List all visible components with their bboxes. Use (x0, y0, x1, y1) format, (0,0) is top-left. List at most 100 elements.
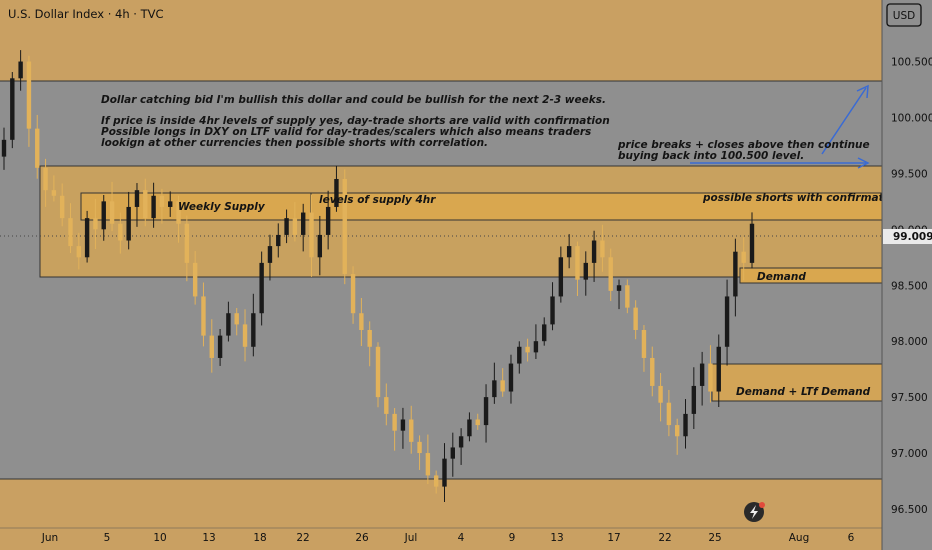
candle-11 (93, 198, 98, 249)
candle-18 (151, 182, 156, 228)
last-price-value: 99.009 (893, 231, 932, 243)
price-axis[interactable] (882, 0, 932, 550)
candle-72 (600, 224, 605, 272)
note-line-2: If price is inside 4hr levels of supply … (101, 115, 610, 127)
candle-8 (68, 203, 73, 254)
candle-4 (35, 114, 40, 179)
candle-16 (134, 183, 140, 227)
candle-65 (542, 317, 547, 346)
price-tick-5: 98.000 (891, 336, 928, 348)
candle-59 (492, 362, 497, 404)
candle-26 (217, 328, 223, 366)
candle-34 (284, 209, 289, 244)
candle-56 (467, 412, 472, 442)
candle-23 (192, 251, 198, 305)
candle-57 (475, 413, 480, 430)
currency-button[interactable]: USD (886, 3, 922, 27)
candle-55 (458, 428, 464, 465)
candle-15 (126, 191, 131, 250)
candle-25 (209, 319, 214, 373)
supply-4hr-zone (310, 192, 883, 221)
candle-63 (525, 338, 530, 362)
weekly-supply-zone (39, 165, 883, 278)
candle-12 (101, 194, 106, 241)
candle-36 (301, 203, 306, 252)
price-tick-2: 99.500 (891, 168, 928, 180)
time-tick-4: 18 (253, 532, 266, 544)
candle-27 (226, 301, 231, 342)
candle-76 (633, 300, 638, 340)
candle-14 (118, 212, 123, 254)
horizontal-arrow-head (857, 157, 870, 169)
candle-75 (625, 279, 630, 314)
weekly-supply-box (80, 192, 312, 221)
candle-39 (325, 190, 331, 250)
time-tick-6: 26 (355, 532, 369, 544)
time-axis-ticks: Jun 5 10 13 18 22 26 Jul 4 9 13 17 22 25 Aug 6 (41, 532, 855, 544)
candle-78 (650, 346, 655, 397)
candle-61 (508, 354, 514, 404)
candle-82 (683, 399, 688, 449)
candle-60 (500, 368, 505, 397)
candle-7 (59, 183, 65, 227)
ltf-demand-label: Demand + LTf Demand (736, 386, 871, 398)
candle-32 (267, 234, 273, 281)
candle-28 (234, 307, 239, 336)
possible-shorts-label: possible shorts with confirmation (702, 192, 902, 204)
candle-58 (483, 384, 489, 443)
breakout-arrows (690, 84, 870, 169)
candle-80 (666, 389, 672, 437)
candle-88 (733, 238, 738, 317)
price-tick-7: 97.000 (891, 448, 928, 460)
time-tick-14: Aug (789, 532, 810, 544)
price-tick-6: 97.500 (891, 392, 928, 404)
time-tick-13: 25 (708, 532, 721, 544)
candle-64 (533, 324, 539, 359)
currency-label: USD (893, 10, 915, 22)
candle-90 (749, 212, 755, 269)
candle-45 (375, 342, 381, 408)
candle-22 (184, 215, 190, 282)
top-supply-zone (0, 0, 882, 81)
candle-54 (450, 432, 455, 477)
candle-66 (550, 282, 555, 331)
time-tick-3: 13 (202, 532, 215, 544)
time-tick-7: Jul (404, 532, 418, 544)
candle-49 (409, 405, 414, 454)
candle-29 (242, 309, 248, 362)
candle-51 (425, 434, 431, 485)
candle-79 (658, 373, 663, 422)
time-tick-8: 4 (458, 532, 465, 544)
time-tick-2: 10 (153, 532, 166, 544)
lightning-icon[interactable] (744, 502, 765, 522)
candle-3 (26, 55, 32, 147)
candle-81 (675, 418, 680, 455)
note-line-1: Dollar catching bid I'm bullish this dol… (101, 94, 606, 106)
candle-68 (566, 234, 572, 269)
candle-1 (10, 72, 15, 149)
time-tick-11: 17 (607, 532, 620, 544)
price-tick-0: 100.500 (891, 57, 932, 69)
candle-71 (591, 230, 597, 282)
demand-label: Demand (757, 271, 806, 283)
candle-84 (699, 351, 705, 406)
candle-9 (76, 232, 81, 270)
candle-21 (176, 195, 181, 243)
price-tick-4: 98.500 (891, 280, 928, 292)
breakout-note-2: buying back into 100.500 level. (618, 150, 804, 162)
candle-83 (691, 367, 697, 429)
last-price-tag: 99.009 (883, 229, 932, 244)
candle-62 (517, 341, 522, 374)
diagonal-arrow (821, 87, 867, 155)
candle-74 (616, 279, 622, 310)
candles (1, 50, 755, 503)
candle-53 (442, 443, 447, 503)
candle-17 (143, 178, 148, 227)
note-line-4: lookign at other currencies then possibl… (101, 137, 488, 149)
candle-48 (400, 407, 406, 449)
candle-67 (558, 246, 564, 303)
candle-69 (575, 241, 580, 296)
supply-4hr-label: levels of supply 4hr (319, 194, 436, 206)
